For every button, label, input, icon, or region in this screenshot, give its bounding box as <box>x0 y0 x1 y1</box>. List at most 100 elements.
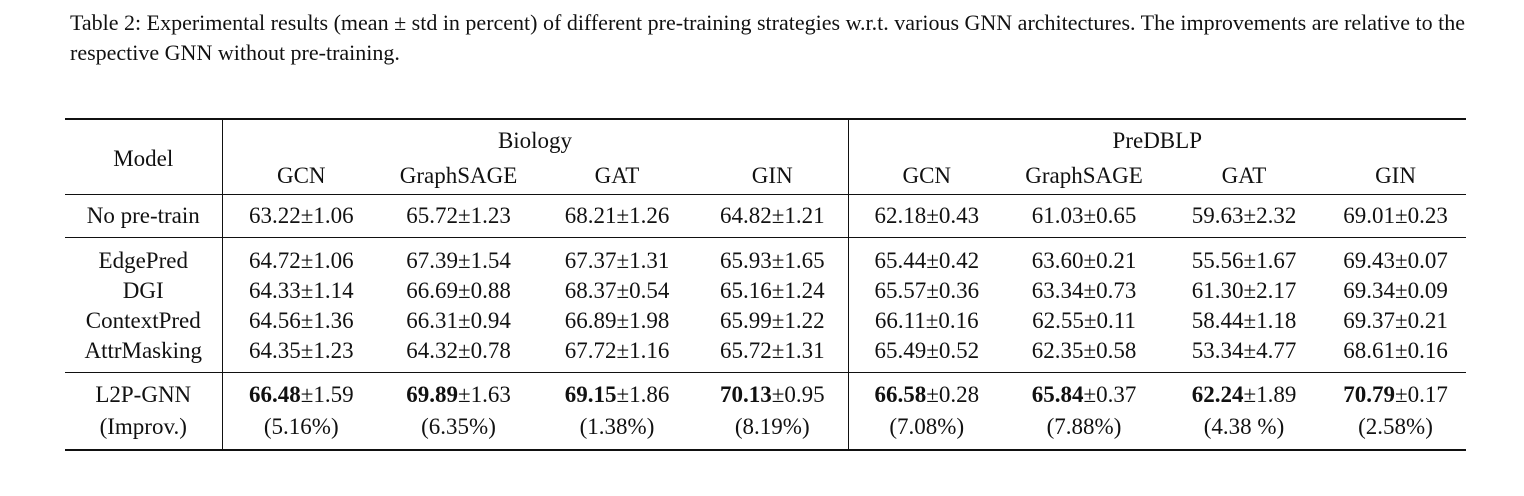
std-value: 0.43 <box>938 203 980 228</box>
result-cell: 61.30±2.17 <box>1163 276 1325 306</box>
mean-value: 64.35 <box>248 338 301 363</box>
plus-minus: ± <box>925 308 939 333</box>
mean-value: 65.93 <box>719 248 772 273</box>
std-value: 0.07 <box>1407 248 1448 273</box>
improvement-value: (5.16%) <box>221 411 380 451</box>
result-cell: 66.69±0.88 <box>380 276 537 306</box>
mean-value: 65.16 <box>719 278 772 303</box>
std-value: 1.54 <box>470 248 511 273</box>
plus-minus: ± <box>1083 308 1097 333</box>
mean-value: 62.24 <box>1191 382 1244 407</box>
mean-value: 69.34 <box>1343 278 1395 303</box>
header-column: GAT <box>594 163 640 188</box>
std-value: 0.23 <box>1407 203 1448 228</box>
plus-minus: ± <box>300 278 314 303</box>
mean-value: 69.01 <box>1343 203 1395 228</box>
result-cell: 67.39±1.54 <box>380 237 537 276</box>
mean-value: 67.72 <box>564 338 617 363</box>
plus-minus: ± <box>1243 308 1257 333</box>
plus-minus: ± <box>457 278 471 303</box>
std-value: 1.98 <box>629 308 670 333</box>
result-cell: 65.99±1.22 <box>697 306 848 336</box>
mean-value: 53.34 <box>1191 338 1244 363</box>
row-model: AttrMasking <box>84 338 203 363</box>
table-row: L2P-GNN 66.48±1.59 69.89±1.63 69.15±1.86 70.… <box>65 372 1467 411</box>
mean-value: 64.82 <box>719 203 772 228</box>
result-cell: 62.35±0.58 <box>1005 336 1163 373</box>
row-model: ContextPred <box>85 308 201 333</box>
header-group: PreDBLP <box>847 118 1467 158</box>
row-model: EdgePred <box>65 237 222 276</box>
result-cell: 68.37±0.54 <box>537 276 697 306</box>
mean-value: 65.99 <box>719 308 772 333</box>
result-cell: 61.03±0.65 <box>1005 194 1163 238</box>
result-cell: 69.01±0.23 <box>1325 194 1467 238</box>
plus-minus: ± <box>457 203 471 228</box>
mean-value: 65.49 <box>874 338 927 363</box>
std-value: 1.89 <box>1256 382 1297 407</box>
plus-minus: ± <box>300 338 314 363</box>
result-cell: 65.16±1.24 <box>697 276 848 306</box>
result-cell: 69.89±1.63 <box>380 372 537 411</box>
std-value: 2.32 <box>1256 203 1297 228</box>
header-column: GCN <box>221 158 380 195</box>
std-value: 0.73 <box>1096 278 1137 303</box>
mean-value: 68.37 <box>564 278 617 303</box>
mean-value: 68.21 <box>564 203 617 228</box>
result-cell: 70.79±0.17 <box>1325 372 1467 411</box>
result-cell: 64.35±1.23 <box>221 336 380 373</box>
std-value: 1.22 <box>784 308 825 333</box>
std-value: 0.65 <box>1096 203 1137 228</box>
plus-minus: ± <box>1394 248 1408 273</box>
plus-minus: ± <box>457 308 471 333</box>
mean-value: 69.43 <box>1343 248 1395 273</box>
mean-value: 55.56 <box>1191 248 1244 273</box>
plus-minus: ± <box>1083 278 1097 303</box>
result-cell: 65.84±0.37 <box>1005 372 1163 411</box>
std-value: 0.88 <box>470 278 511 303</box>
plus-minus: ± <box>300 248 314 273</box>
std-value: 1.59 <box>313 382 354 407</box>
mean-value: 69.37 <box>1343 308 1395 333</box>
plus-minus: ± <box>1394 203 1408 228</box>
result-cell: 63.22±1.06 <box>221 194 380 238</box>
plus-minus: ± <box>926 278 939 303</box>
std-value: 1.67 <box>1256 248 1297 273</box>
std-value: 4.77 <box>1256 338 1297 363</box>
row-model: (Improv.) <box>65 411 222 451</box>
result-cell: 66.48±1.59 <box>221 372 380 411</box>
table-row: DGI 64.33±1.14 66.69±0.88 68.37±0.54 65.16±1… <box>65 276 1466 306</box>
mean-value: 70.79 <box>1343 382 1395 407</box>
plus-minus: ± <box>457 338 471 363</box>
std-value: 0.78 <box>470 338 511 363</box>
plus-minus: ± <box>1083 338 1097 363</box>
header-group: Biology <box>221 118 848 158</box>
std-value: 1.24 <box>784 278 825 303</box>
mean-value: 61.03 <box>1031 203 1084 228</box>
table-row: AttrMasking 64.35±1.23 64.32±0.78 67.72±1.1… <box>65 336 1466 373</box>
result-cell: 68.21±1.26 <box>537 194 697 238</box>
header-row-columns: GCN GraphSAGE GAT GIN GCN GraphSAGE GAT GIN <box>65 158 1466 195</box>
header-model: Model <box>65 118 222 195</box>
plus-minus: ± <box>616 382 630 407</box>
table-row: ContextPred 64.56±1.36 66.31±0.94 66.89±1.9… <box>65 306 1466 336</box>
plus-minus: ± <box>616 203 630 228</box>
plus-minus: ± <box>616 338 630 363</box>
plus-minus: ± <box>771 308 785 333</box>
std-value: 1.06 <box>313 203 354 228</box>
plus-minus: ± <box>926 248 939 273</box>
mean-value: 69.15 <box>564 382 617 407</box>
improvement-value: (4.38 %) <box>1163 411 1325 451</box>
std-value: 1.16 <box>629 338 670 363</box>
result-cell: 59.63±2.32 <box>1163 194 1325 238</box>
std-value: 0.16 <box>1407 338 1448 363</box>
result-cell: 62.55±0.11 <box>1005 306 1163 336</box>
mean-value: 65.72 <box>406 203 458 228</box>
mean-value: 66.48 <box>248 382 301 407</box>
header-column: GraphSAGE <box>1025 163 1143 188</box>
mean-value: 65.44 <box>874 248 927 273</box>
header-column: GIN <box>1375 163 1416 188</box>
row-model: DGI <box>122 278 164 303</box>
std-value: 0.95 <box>784 382 825 407</box>
plus-minus: ± <box>1394 278 1408 303</box>
